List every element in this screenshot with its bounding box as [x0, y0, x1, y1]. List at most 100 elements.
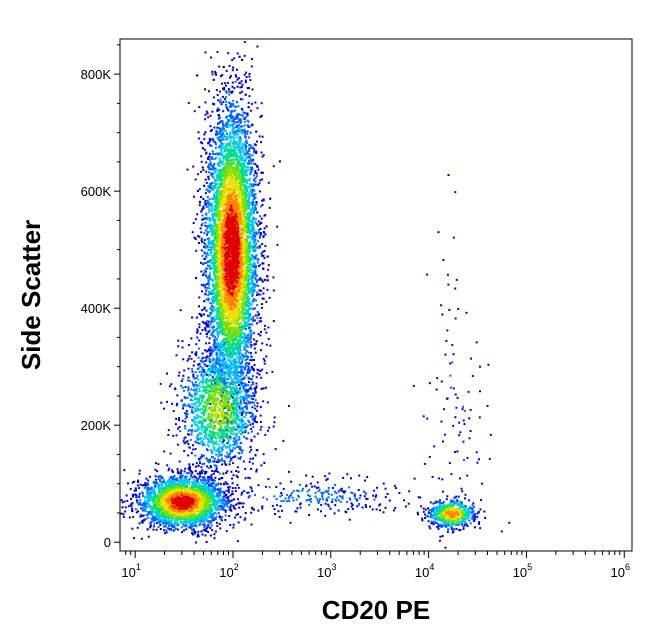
event-point: [220, 148, 223, 151]
event-point: [218, 152, 221, 155]
event-point: [211, 298, 213, 301]
event-point: [251, 58, 253, 61]
event-point: [247, 339, 250, 341]
event-point: [228, 64, 231, 67]
event-point: [255, 231, 258, 234]
event-point: [194, 420, 197, 423]
event-point: [171, 519, 174, 522]
event-point: [231, 493, 234, 495]
event-point: [202, 205, 205, 208]
event-point: [202, 283, 205, 286]
event-point: [198, 326, 201, 329]
event-point: [157, 520, 160, 523]
event-point: [432, 514, 434, 516]
event-point: [234, 74, 237, 77]
event-point: [215, 460, 218, 463]
event-point: [241, 132, 244, 135]
event-point: [150, 520, 153, 523]
event-point: [204, 224, 207, 227]
event-point: [256, 294, 258, 296]
event-point: [366, 476, 369, 479]
event-point: [212, 328, 215, 331]
event-point: [214, 505, 217, 508]
event-point: [208, 337, 211, 340]
event-point: [364, 504, 367, 506]
event-point: [334, 498, 337, 501]
event-point: [254, 314, 257, 317]
event-point: [206, 443, 209, 446]
event-point: [364, 479, 366, 482]
event-point: [382, 511, 385, 514]
event-point: [216, 130, 218, 133]
event-point: [244, 364, 247, 367]
event-point: [337, 490, 340, 493]
event-point: [203, 133, 206, 136]
event-point: [441, 490, 444, 493]
event-point: [245, 158, 247, 161]
event-point: [182, 440, 185, 443]
event-point: [252, 261, 255, 264]
event-point: [204, 243, 207, 246]
event-point: [235, 361, 238, 364]
event-point: [210, 183, 212, 186]
event-point: [216, 183, 219, 186]
event-point: [462, 405, 464, 408]
event-point: [187, 403, 190, 406]
event-point: [247, 150, 250, 152]
event-point: [228, 515, 231, 517]
event-point: [252, 158, 255, 161]
event-point: [207, 458, 210, 461]
event-point: [259, 246, 262, 249]
event-point: [245, 145, 248, 148]
event-point: [147, 482, 150, 485]
event-point: [348, 486, 351, 489]
event-point: [433, 514, 436, 517]
event-point: [231, 103, 234, 106]
event-point: [223, 371, 226, 374]
event-point: [231, 490, 234, 493]
event-point: [209, 346, 212, 349]
event-point: [453, 502, 456, 505]
event-point: [183, 403, 186, 406]
event-point: [248, 319, 251, 322]
event-point: [204, 374, 207, 377]
event-point: [250, 238, 253, 241]
event-point: [412, 384, 415, 387]
event-point: [214, 371, 216, 374]
event-point: [202, 356, 205, 359]
event-point: [222, 124, 225, 127]
event-point: [252, 241, 255, 244]
event-point: [188, 523, 191, 526]
event-point: [311, 485, 314, 488]
event-point: [210, 511, 213, 514]
event-point: [233, 139, 236, 141]
event-point: [224, 98, 226, 101]
event-point: [206, 460, 209, 463]
event-point: [133, 537, 135, 540]
event-point: [231, 120, 234, 123]
event-point: [246, 141, 249, 144]
event-point: [434, 521, 437, 524]
event-point: [264, 214, 267, 216]
event-point: [454, 191, 457, 194]
event-point: [181, 340, 184, 343]
event-point: [297, 495, 300, 498]
event-point: [262, 496, 265, 499]
event-point: [237, 498, 239, 501]
event-point: [249, 194, 252, 197]
event-point: [215, 361, 217, 364]
event-point: [211, 70, 214, 73]
event-point: [169, 529, 172, 532]
event-point: [248, 402, 251, 405]
event-point: [203, 369, 205, 372]
event-point: [147, 490, 150, 493]
event-point: [150, 513, 153, 516]
event-point: [222, 482, 225, 485]
event-point: [135, 494, 138, 496]
event-point: [246, 87, 249, 90]
event-point: [251, 204, 254, 206]
event-point: [237, 470, 240, 473]
event-point: [194, 429, 197, 432]
event-point: [208, 237, 211, 240]
event-point: [259, 414, 262, 417]
